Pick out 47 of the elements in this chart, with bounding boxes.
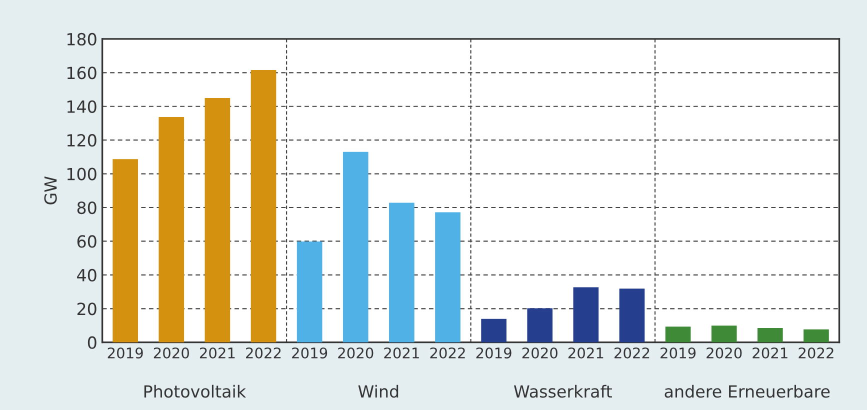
- text: Wasserkraft: [514, 384, 612, 398]
- y-tick-label: 100: [67, 168, 96, 180]
- bar: [158, 116, 184, 342]
- y-tick-label: 40: [77, 268, 96, 282]
- y-tick-label: 120: [67, 134, 96, 147]
- x-tick-label: 2022: [430, 347, 465, 358]
- x-tick-label: 2019: [108, 347, 143, 358]
- bar: [711, 326, 737, 342]
- text: Photovoltaik: [144, 384, 246, 398]
- y-tick-label: 140: [67, 100, 96, 113]
- y-tick-label: 60: [77, 235, 96, 248]
- x-tick-label: 2022: [246, 347, 281, 358]
- bar: [389, 202, 414, 342]
- bar: [250, 70, 276, 342]
- bar: [481, 318, 506, 342]
- bar: [758, 328, 783, 342]
- bar: [296, 242, 322, 342]
- y-tick-label: 0: [88, 336, 96, 349]
- bar: [665, 326, 691, 342]
- text: andere Erneuerbare: [664, 384, 830, 398]
- bar: [435, 212, 460, 342]
- y-tick-label: 80: [77, 201, 96, 214]
- x-tick-label: 2021: [752, 347, 788, 358]
- x-tick-label: 2021: [568, 347, 604, 358]
- y-tick-label: 160: [67, 66, 96, 80]
- x-tick-label: 2019: [292, 347, 328, 358]
- bar: [573, 287, 599, 342]
- x-tick-label: 2020: [522, 347, 558, 358]
- x-tick-label: 2021: [200, 347, 235, 358]
- x-tick-label: 2021: [384, 347, 419, 358]
- y-tick-label: 20: [77, 302, 96, 316]
- x-tick-label: 2022: [798, 347, 834, 358]
- x-tick-label: 2019: [476, 347, 512, 358]
- y-tick-label: 180: [67, 32, 96, 46]
- bar: [804, 329, 829, 342]
- bar: [527, 308, 553, 342]
- x-tick-label: 2022: [614, 347, 650, 358]
- bar: [112, 159, 138, 342]
- x-tick-label: 2020: [154, 347, 189, 358]
- x-tick-label: 2020: [706, 347, 742, 358]
- x-tick-label: 2019: [660, 347, 696, 358]
- y-axis-title: GW: [44, 176, 57, 204]
- bar: [204, 98, 230, 342]
- bar: [342, 152, 368, 342]
- x-tick-label: 2020: [338, 347, 374, 358]
- text: Wind: [358, 384, 398, 398]
- bar: [619, 288, 645, 342]
